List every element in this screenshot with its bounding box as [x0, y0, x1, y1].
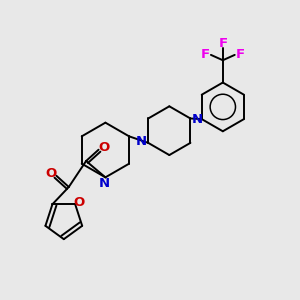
Text: O: O — [45, 167, 57, 180]
Text: N: N — [136, 135, 147, 148]
Text: O: O — [98, 141, 110, 154]
Text: N: N — [191, 113, 203, 127]
Text: F: F — [201, 48, 210, 62]
Text: F: F — [218, 37, 227, 50]
Text: N: N — [98, 177, 110, 190]
Text: F: F — [236, 48, 244, 62]
Text: O: O — [73, 196, 84, 209]
